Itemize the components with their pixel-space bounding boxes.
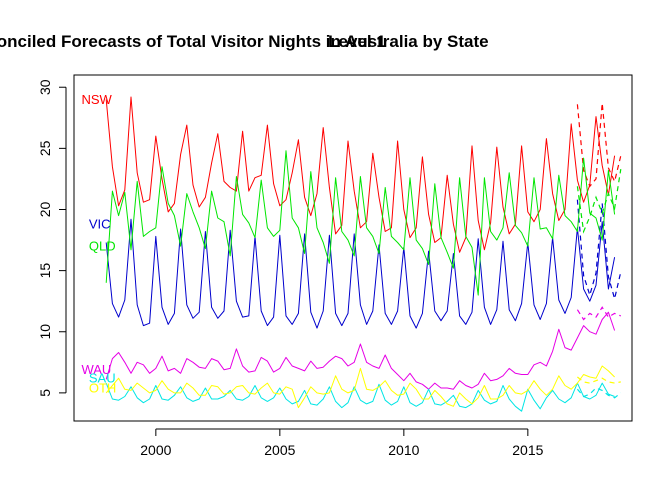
series-label-nsw: NSW bbox=[81, 92, 112, 107]
forecast-line-qld bbox=[576, 169, 622, 234]
series-line-qld bbox=[105, 150, 616, 296]
series-line-wau bbox=[105, 311, 616, 390]
series-line-vic bbox=[105, 218, 616, 329]
x-tick-label: 2005 bbox=[264, 442, 295, 458]
forecast-line-sau bbox=[576, 387, 622, 399]
series-line-nsw bbox=[105, 96, 616, 253]
y-tick-label: 25 bbox=[37, 140, 53, 156]
forecast-line-vic bbox=[576, 199, 622, 299]
series-label-sau: SAU bbox=[89, 371, 116, 386]
chart-overlay-title: Level 1 bbox=[328, 32, 386, 51]
series-layer bbox=[105, 96, 622, 412]
series-label-qld: QLD bbox=[89, 239, 116, 254]
forecast-line-nsw bbox=[576, 103, 622, 188]
series-label-oth: OTH bbox=[89, 380, 116, 395]
y-tick-label: 10 bbox=[37, 324, 53, 340]
y-tick-label: 5 bbox=[37, 389, 53, 397]
series-label-vic: VIC bbox=[89, 217, 111, 232]
x-axis: 2000 2005 2010 2015 bbox=[140, 428, 544, 458]
forecast-line-oth bbox=[577, 376, 621, 384]
y-tick-label: 30 bbox=[37, 79, 53, 95]
chart-title: Optimally Reconciled Forecasts of Total … bbox=[0, 32, 489, 51]
series-label-wau: WAU bbox=[81, 362, 111, 377]
y-axis: 5 10 15 20 25 30 bbox=[37, 79, 67, 397]
series-line-oth bbox=[105, 365, 615, 409]
y-tick-label: 20 bbox=[37, 201, 53, 217]
y-tick-label: 15 bbox=[37, 263, 53, 279]
series-line-sau bbox=[105, 382, 615, 412]
plot-frame bbox=[73, 74, 633, 422]
forecast-line-wau bbox=[576, 306, 622, 321]
x-tick-label: 2000 bbox=[140, 442, 171, 458]
x-tick-label: 2010 bbox=[388, 442, 419, 458]
x-tick-label: 2015 bbox=[512, 442, 543, 458]
